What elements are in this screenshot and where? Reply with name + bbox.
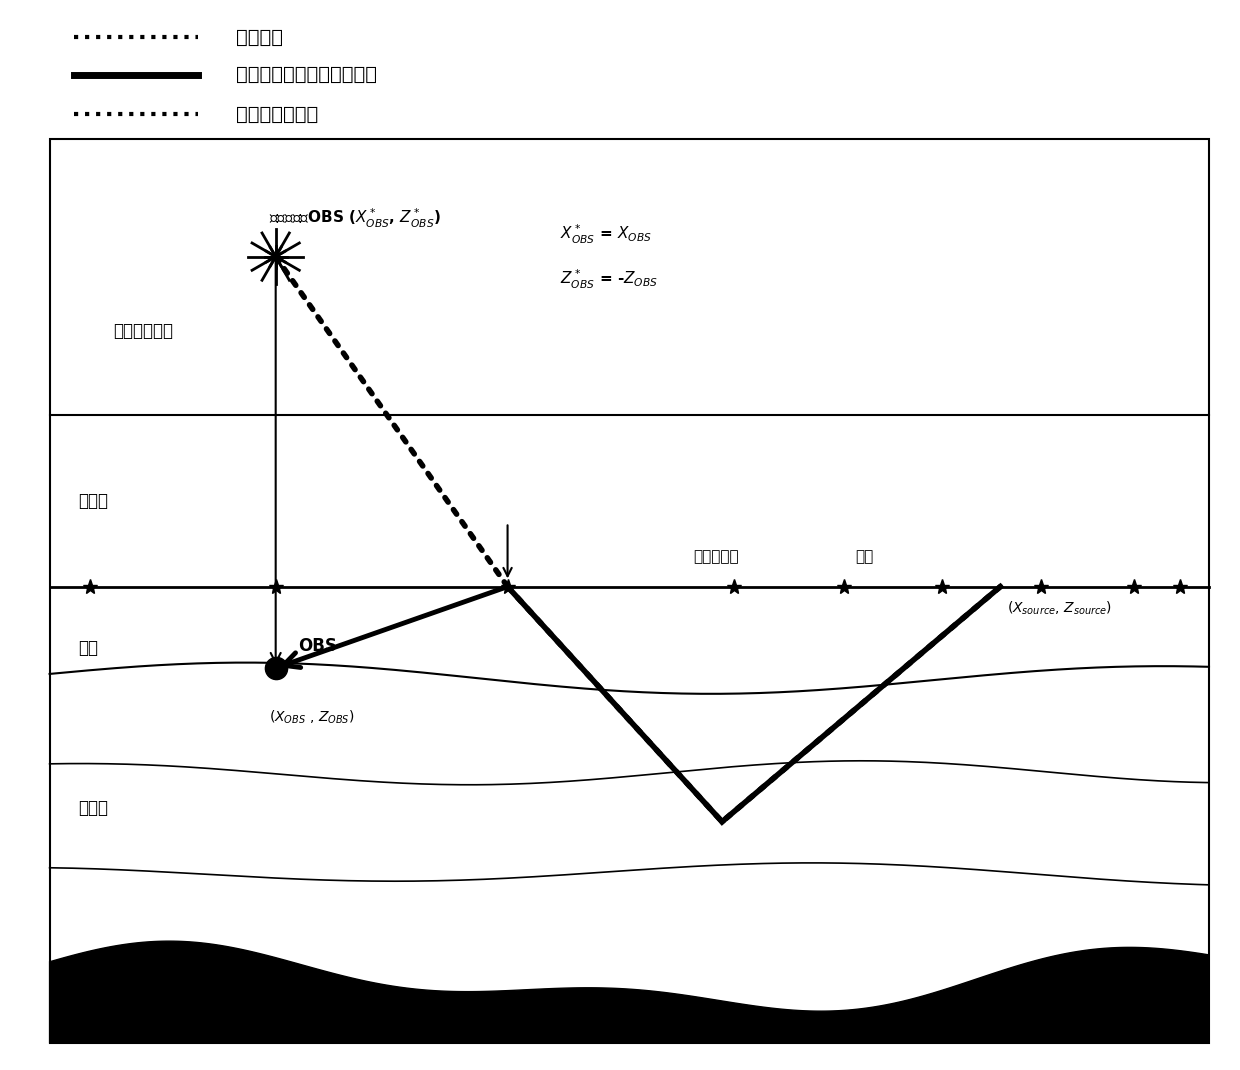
Text: OBS: OBS <box>298 638 337 655</box>
Text: 镜像的虚拟路径: 镜像的虚拟路径 <box>236 105 317 124</box>
Text: 海水层: 海水层 <box>78 492 109 509</box>
Bar <box>50 139 1209 1043</box>
Text: ($X_{source}$, $Z_{source}$): ($X_{source}$, $Z_{source}$) <box>1007 599 1112 617</box>
Text: 实际的海面: 实际的海面 <box>693 549 739 564</box>
Text: 初至折射的水层一阶多次波: 初至折射的水层一阶多次波 <box>236 65 377 85</box>
Text: $X^*_{OBS}$ = $X_{OBS}$: $X^*_{OBS}$ = $X_{OBS}$ <box>559 223 652 246</box>
Text: 沉积层: 沉积层 <box>78 958 109 976</box>
Text: 虚拟的海水层: 虚拟的海水层 <box>113 322 174 340</box>
Text: 沉积层: 沉积层 <box>78 799 109 817</box>
Text: 初至折射: 初至折射 <box>236 28 283 47</box>
Polygon shape <box>50 942 1209 1043</box>
Text: 虚拟的镜像OBS ($X^*_{OBS}$, $Z^*_{OBS}$): 虚拟的镜像OBS ($X^*_{OBS}$, $Z^*_{OBS}$) <box>269 207 441 230</box>
Text: 海底: 海底 <box>78 639 99 657</box>
Text: ($X_{OBS}$ , $Z_{OBS}$): ($X_{OBS}$ , $Z_{OBS}$) <box>269 708 355 727</box>
Text: 炮点: 炮点 <box>856 549 874 564</box>
Text: $Z^*_{OBS}$ = -$Z_{OBS}$: $Z^*_{OBS}$ = -$Z_{OBS}$ <box>559 268 657 291</box>
